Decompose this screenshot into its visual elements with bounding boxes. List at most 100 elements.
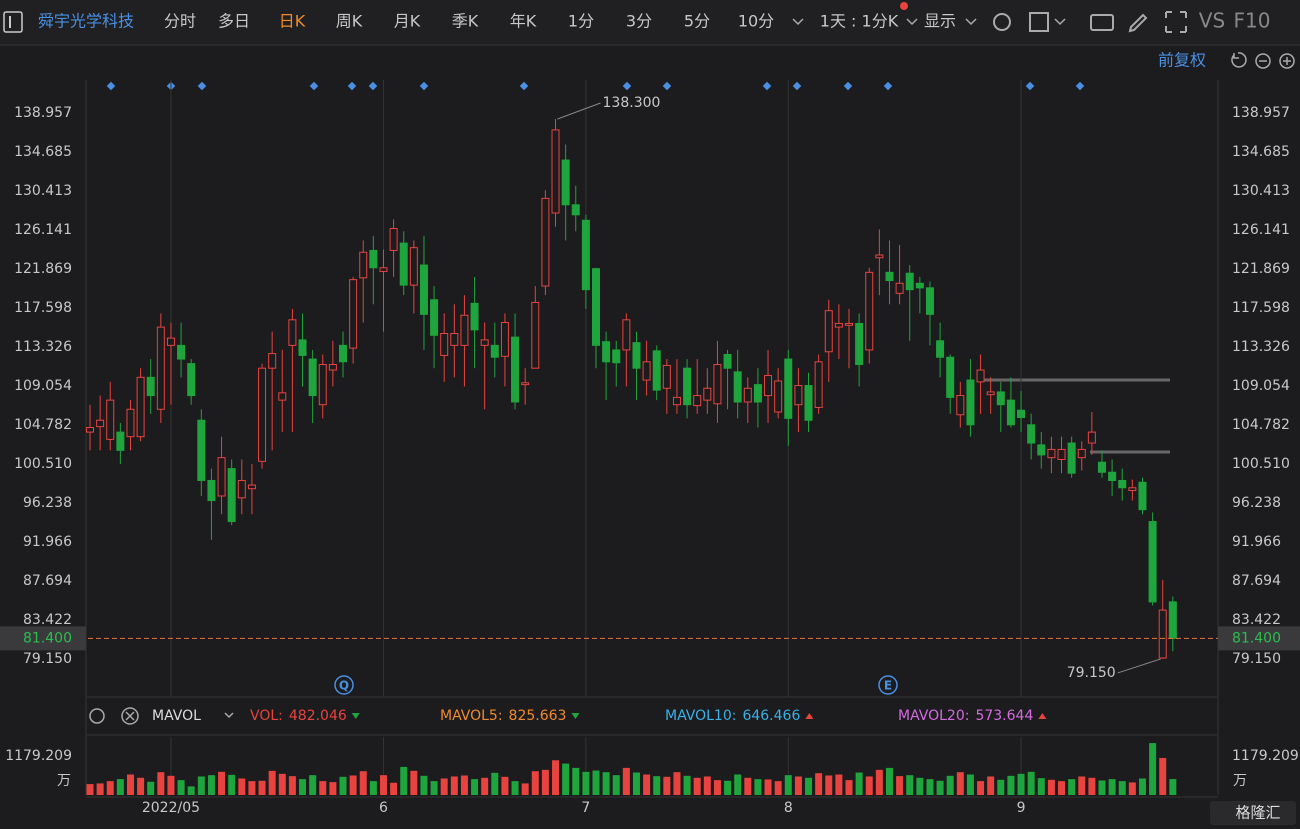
notice-dot [900, 2, 908, 10]
candle-body [925, 287, 934, 315]
volume-bar [946, 775, 954, 795]
candle-body [1158, 609, 1167, 659]
event-diamond[interactable] [419, 81, 429, 91]
period-tab[interactable]: 3分 [626, 12, 652, 31]
volume-bar [815, 773, 823, 795]
indicator-settings[interactable] [89, 708, 105, 724]
volume-bar [1088, 777, 1096, 795]
volume-bar [1169, 779, 1177, 795]
volume-bar [1128, 782, 1136, 795]
candle-body [389, 228, 398, 251]
candle-body [116, 431, 125, 451]
candle-body [440, 333, 449, 356]
event-diamond[interactable] [368, 81, 378, 91]
candle-body [784, 358, 793, 419]
event-marker-label[interactable]: E [884, 679, 892, 693]
candle-body [956, 395, 965, 416]
volume-bar [673, 772, 681, 795]
candle-body [166, 337, 175, 346]
legend-name: MAVOL20: [898, 708, 969, 724]
candle-body [86, 427, 94, 433]
camera-icon[interactable] [1090, 14, 1114, 31]
period-tab[interactable]: 分时 [164, 12, 196, 31]
period-tab[interactable]: 日K [279, 12, 306, 31]
legend-name: MAVOL10: [665, 708, 736, 724]
candle-body [500, 322, 509, 357]
event-diamond[interactable] [106, 81, 116, 91]
candle-body [1067, 442, 1076, 474]
interval[interactable]: 1天 : 1分K [820, 12, 899, 31]
zoom-in-plus [1283, 57, 1291, 65]
candle-body [1128, 487, 1137, 492]
fullscreen-icon[interactable] [1165, 11, 1187, 33]
period-tab[interactable]: 10分 [738, 12, 774, 31]
legend-arrow [571, 713, 580, 719]
period-tab[interactable]: 年K [510, 12, 537, 31]
reset-icon[interactable] [1231, 52, 1247, 68]
candle-body [581, 219, 590, 291]
last-price-label: 81.400 [1232, 630, 1281, 646]
vs-button[interactable]: VS [1199, 9, 1225, 33]
x-tick-label: 2022/05 [142, 800, 200, 816]
indicator-close[interactable] [121, 707, 139, 725]
stock-name[interactable]: 舜宇光学科技 [38, 12, 134, 31]
volume-bar [622, 767, 630, 795]
period-tab[interactable]: 1分 [568, 12, 594, 31]
volume-bar [936, 780, 944, 795]
event-marker[interactable] [334, 675, 354, 695]
candle-body [258, 367, 267, 462]
period-tab[interactable]: 季K [452, 12, 479, 31]
volume-bar [157, 772, 165, 795]
candle-body [349, 279, 358, 349]
candle-body [156, 326, 165, 410]
candle-body [1098, 461, 1106, 473]
event-diamond[interactable] [197, 81, 207, 91]
indicator-name[interactable]: MAVOL [152, 708, 201, 724]
candle-body [278, 392, 287, 401]
period-tab[interactable]: 月K [394, 12, 421, 31]
volume-bar [724, 780, 732, 795]
y-tick-label: 96.238 [23, 495, 72, 511]
period-tab[interactable]: 周K [336, 12, 363, 31]
legend-value: 825.663 [509, 708, 567, 724]
volume-bar [238, 778, 246, 795]
volume-bar [835, 774, 843, 795]
volume-bar [309, 775, 317, 795]
period-tab[interactable]: 多日 [218, 12, 250, 31]
candle-body [268, 353, 277, 369]
menu-icon[interactable] [3, 11, 23, 33]
zoom-in-icon[interactable] [1279, 53, 1295, 69]
adjust-toggle[interactable]: 前复权 [1158, 51, 1206, 70]
candle-body [1037, 444, 1046, 456]
candle-body [986, 391, 995, 396]
candle-body [399, 242, 408, 286]
zoom-out-icon[interactable] [1255, 53, 1271, 69]
volume-bar [116, 779, 124, 795]
y-tick-label: 117.598 [14, 300, 72, 316]
candle-body [409, 247, 418, 286]
y2-tick-label: 109.054 [1232, 378, 1290, 394]
period-tab[interactable]: 5分 [684, 12, 710, 31]
volume-bar [764, 779, 772, 795]
candle-body [339, 344, 347, 363]
candle-body [1077, 448, 1086, 459]
pen-icon[interactable] [1128, 13, 1148, 33]
vol2-tick-label: 1179.209 [1232, 748, 1299, 764]
candle-body [592, 268, 600, 346]
f10-button[interactable]: F10 [1234, 9, 1271, 33]
event-diamond[interactable] [347, 81, 357, 91]
box-icon[interactable] [1029, 12, 1049, 32]
volume-bar [956, 772, 964, 795]
event-diamond[interactable] [309, 81, 319, 91]
event-marker[interactable] [878, 675, 898, 695]
volume-bar [410, 770, 418, 795]
volume-bar [805, 777, 813, 795]
y-tick-label: 91.966 [23, 534, 72, 550]
y2-tick-label: 113.326 [1232, 339, 1290, 355]
volume-bar [481, 777, 489, 795]
display-toggle[interactable]: 显示 [924, 12, 956, 31]
settings-icon[interactable] [993, 13, 1011, 31]
event-marker-label[interactable]: Q [339, 679, 349, 693]
y2-tick-label: 117.598 [1232, 300, 1290, 316]
